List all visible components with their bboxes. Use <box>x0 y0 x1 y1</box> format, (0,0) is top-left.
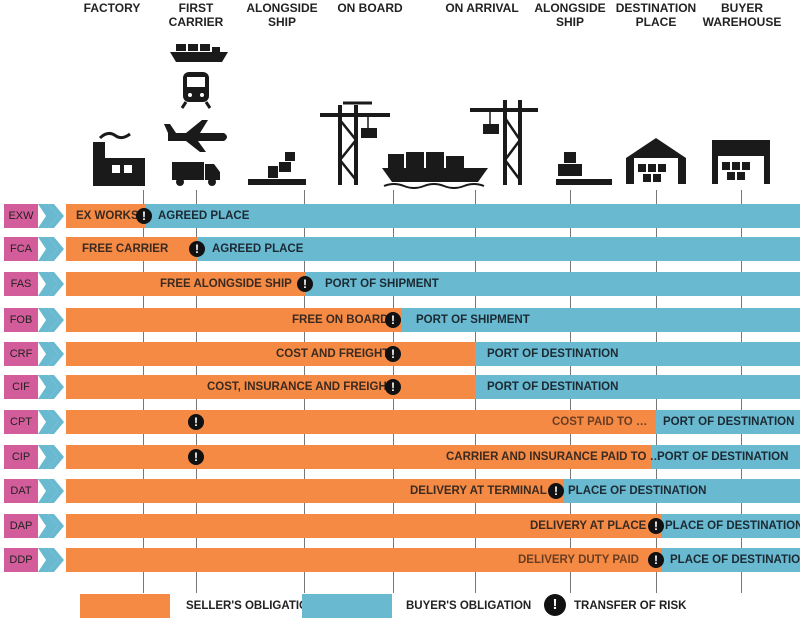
legend-risk-icon: ! <box>544 594 566 616</box>
column-header-destination-place: DESTINATION PLACE <box>615 1 697 29</box>
risk-icon: ! <box>297 276 313 292</box>
buyer-label: PORT OF SHIPMENT <box>325 278 439 290</box>
chevron-icon <box>38 514 64 538</box>
buyer-label: PORT OF DESTINATION <box>663 416 795 428</box>
risk-icon: ! <box>136 208 152 224</box>
seller-label: FREE CARRIER <box>82 243 169 255</box>
column-header-alongside-ship-destination: ALONGSIDE SHIP <box>534 1 606 29</box>
column-header-first-carrier: FIRST CARRIER <box>168 1 224 29</box>
truck-icon <box>172 162 220 186</box>
chevron-icon <box>38 548 64 572</box>
buyer-label: PLACE OF DESTINATION <box>568 485 707 497</box>
warehouse-icon <box>626 138 686 184</box>
chevron-icon <box>38 479 64 503</box>
seller-label: DELIVERY DUTY PAID <box>518 554 639 566</box>
transport-icons <box>93 44 770 189</box>
term-row-cpt: CPT COST PAID TO … ! PORT OF DESTINATION <box>0 410 800 434</box>
legend-buyer-label: BUYER'S OBLIGATION <box>406 600 532 612</box>
column-header-factory: FACTORY <box>83 1 141 15</box>
risk-icon: ! <box>385 346 401 362</box>
buyer-label: PORT OF DESTINATION <box>657 451 789 463</box>
term-code: FOB <box>4 308 38 332</box>
chevron-icon <box>38 204 64 228</box>
risk-icon: ! <box>189 241 205 257</box>
column-header-alongside-ship: ALONGSIDE SHIP <box>246 1 318 29</box>
term-row-exw: EXW EX WORKS ! AGREED PLACE <box>0 204 800 228</box>
buyer-label: PORT OF DESTINATION <box>487 381 619 393</box>
pallet-boxes-icon <box>556 152 612 185</box>
warehouse-icon <box>712 140 770 184</box>
buyer-label: PLACE OF DESTINATION <box>665 520 800 532</box>
airplane-icon <box>164 120 227 152</box>
term-code: CIF <box>4 375 38 399</box>
pallet-boxes-icon <box>248 152 306 185</box>
term-code: FAS <box>4 272 38 296</box>
term-code: DAT <box>4 479 38 503</box>
buyer-label: AGREED PLACE <box>158 210 250 222</box>
port-crane-icon <box>320 101 390 185</box>
cargo-ship-icon <box>170 44 228 62</box>
column-header-on-arrival: ON ARRIVAL <box>445 1 519 15</box>
term-row-crf: CRF COST AND FREIGHT ! PORT OF DESTINATI… <box>0 342 800 366</box>
seller-label: COST, INSURANCE AND FREIGHT <box>207 381 394 393</box>
chevron-icon <box>38 308 64 332</box>
term-code: CIP <box>4 445 38 469</box>
chevron-icon <box>38 237 64 261</box>
term-row-cip: CIP CARRIER AND INSURANCE PAID TO … ! PO… <box>0 445 800 469</box>
port-crane-icon <box>470 100 538 185</box>
chevron-icon <box>38 272 64 296</box>
buyer-label: PORT OF DESTINATION <box>487 348 619 360</box>
risk-icon: ! <box>188 449 204 465</box>
seller-label: FREE ALONGSIDE SHIP <box>160 278 292 290</box>
term-row-cif: CIF COST, INSURANCE AND FREIGHT ! PORT O… <box>0 375 800 399</box>
legend-risk-label: TRANSFER OF RISK <box>574 600 687 612</box>
term-code: CPT <box>4 410 38 434</box>
chevron-icon <box>38 342 64 366</box>
seller-label: COST PAID TO … <box>552 416 648 428</box>
chevron-icon <box>38 375 64 399</box>
seller-label: EX WORKS <box>76 210 139 222</box>
column-header-buyer-warehouse: BUYER WAREHOUSE <box>702 1 782 29</box>
term-row-fob: FOB FREE ON BOARD ! PORT OF SHIPMENT <box>0 308 800 332</box>
column-header-on-board: ON BOARD <box>337 1 403 15</box>
seller-label: DELIVERY AT PLACE <box>530 520 647 532</box>
train-icon <box>180 72 212 109</box>
risk-icon: ! <box>385 312 401 328</box>
seller-label: CARRIER AND INSURANCE PAID TO … <box>446 451 662 463</box>
term-row-dat: DAT DELIVERY AT TERMINAL ! PLACE OF DEST… <box>0 479 800 503</box>
seller-label: COST AND FREIGHT <box>276 348 390 360</box>
term-code: CRF <box>4 342 38 366</box>
risk-icon: ! <box>648 552 664 568</box>
container-ship-icon <box>382 152 488 189</box>
term-row-fca: FCA FREE CARRIER ! AGREED PLACE <box>0 237 800 261</box>
term-code: DAP <box>4 514 38 538</box>
chevron-icon <box>38 410 64 434</box>
legend-seller-label: SELLER'S OBLIGATION <box>186 600 317 612</box>
risk-icon: ! <box>188 414 204 430</box>
term-code: FCA <box>4 237 38 261</box>
legend-seller-swatch <box>80 594 170 618</box>
risk-icon: ! <box>385 379 401 395</box>
buyer-label: AGREED PLACE <box>212 243 304 255</box>
seller-label: DELIVERY AT TERMINAL <box>410 485 547 497</box>
term-row-dap: DAP DELIVERY AT PLACE ! PLACE OF DESTINA… <box>0 514 800 538</box>
buyer-label: PLACE OF DESTINATION <box>670 554 800 566</box>
chevron-icon <box>38 445 64 469</box>
seller-label: FREE ON BOARD <box>292 314 389 326</box>
term-code: EXW <box>4 204 38 228</box>
term-code: DDP <box>4 548 38 572</box>
factory-icon <box>93 131 145 186</box>
buyer-label: PORT OF SHIPMENT <box>416 314 530 326</box>
risk-icon: ! <box>548 483 564 499</box>
legend-buyer-swatch <box>302 594 392 618</box>
term-row-fas: FAS FREE ALONGSIDE SHIP ! PORT OF SHIPME… <box>0 272 800 296</box>
term-row-ddp: DDP DELIVERY DUTY PAID ! PLACE OF DESTIN… <box>0 548 800 572</box>
risk-icon: ! <box>648 518 664 534</box>
